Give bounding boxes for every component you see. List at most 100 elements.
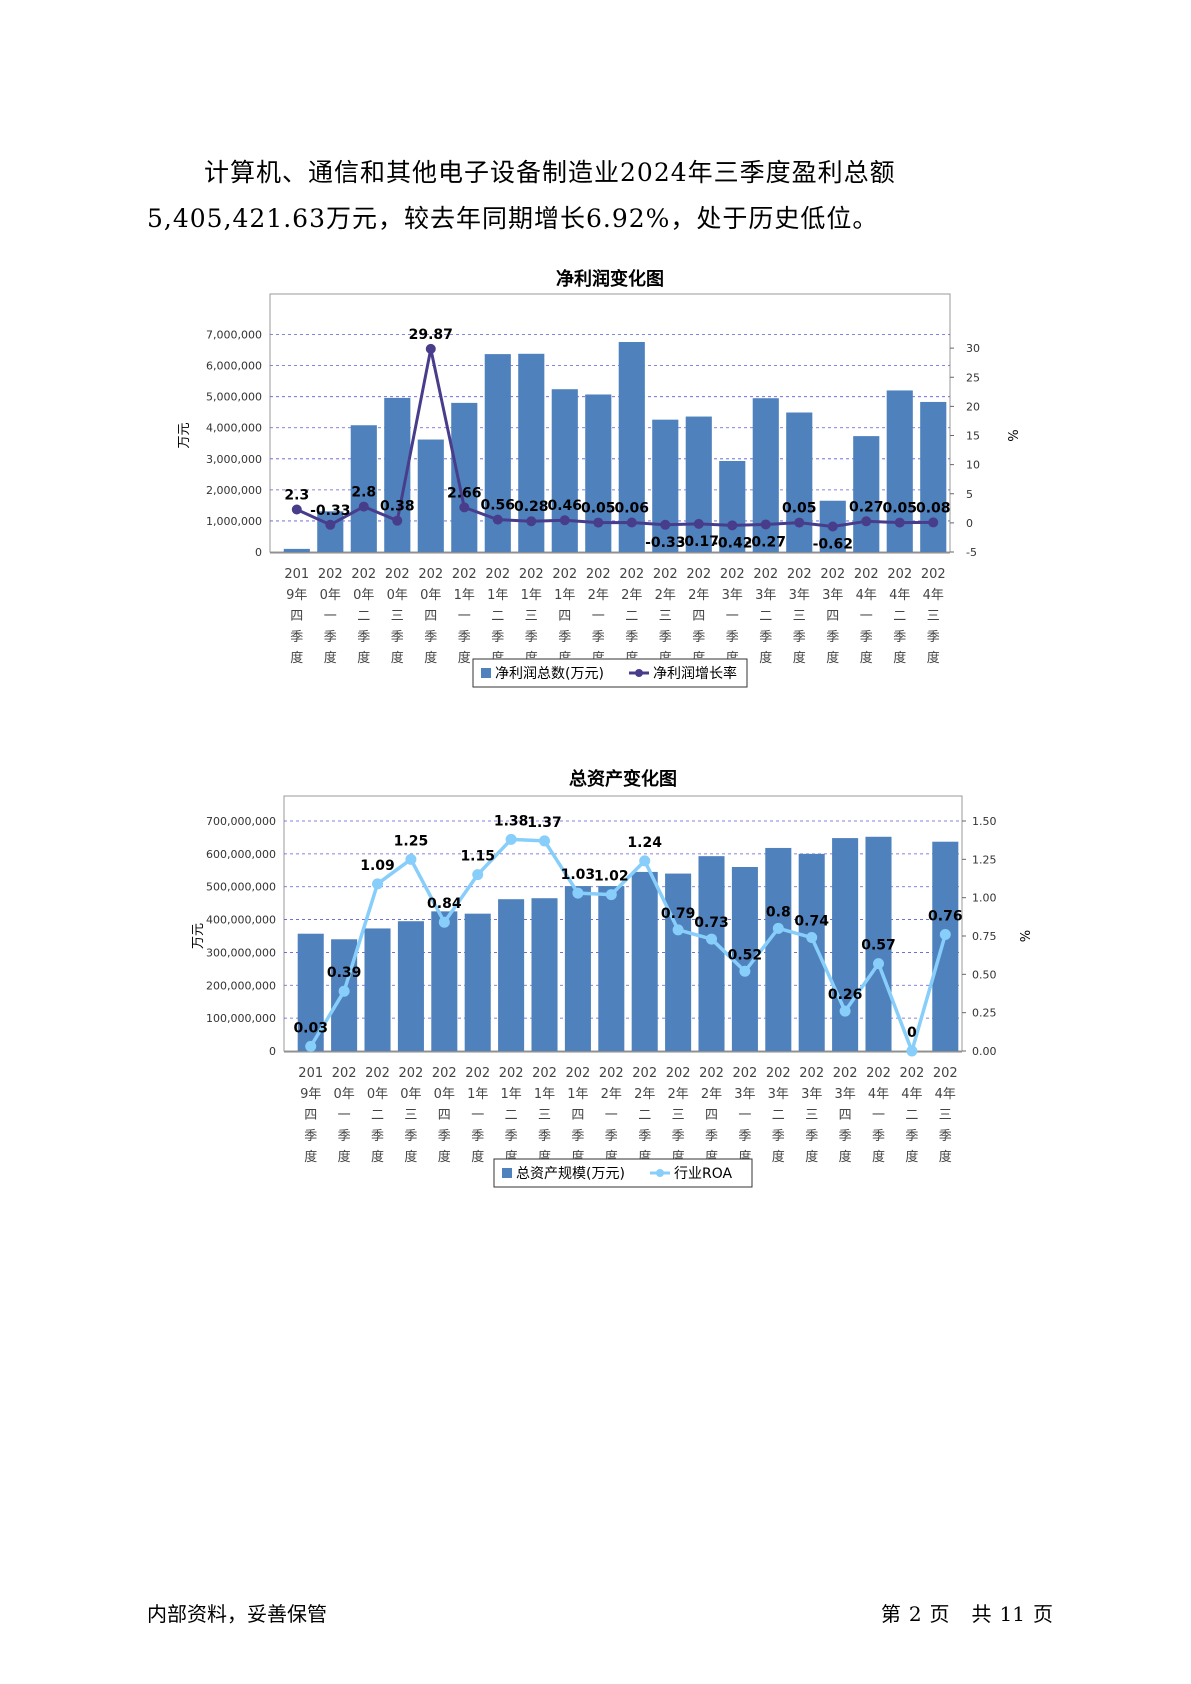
data-label: 0.57 [861,938,896,954]
x-tick-label: 202 3年四季度 [820,567,845,666]
line-point [827,521,838,532]
bar [618,341,645,552]
data-label: 1.15 [460,849,495,865]
y-tick-label: 2,000,000 [206,484,262,497]
bar [665,873,692,1051]
data-label: 2.8 [351,485,376,501]
y2-tick-label: 20 [966,400,980,413]
line-point [739,965,751,977]
data-label: -0.17 [679,534,719,550]
bar [598,886,625,1051]
bar [932,841,959,1051]
y2-tick-label: 0.75 [972,930,997,943]
data-label: 0.46 [548,498,583,514]
line-point [425,343,436,354]
line-point [639,855,651,867]
data-label: 0.8 [766,904,791,920]
line-point [459,502,470,513]
data-label: 0.08 [916,500,951,516]
data-label: -0.62 [813,536,853,552]
data-label: 0.05 [581,501,616,517]
series-line [309,837,947,1053]
bar [685,416,712,552]
bar [920,401,947,552]
data-label: 0.79 [661,906,696,922]
legend-line-label: 行业ROA [674,1166,733,1182]
line-point [505,833,517,845]
footer-page-info: 第 2 页共 11 页 [873,1598,1053,1627]
y-tick-label: 200,000,000 [206,979,276,992]
x-tick-label: 202 3年二季度 [753,567,778,666]
total-pages: 11 [999,1602,1025,1626]
data-label: 1.09 [360,858,395,874]
y2-tick-label: 1.00 [972,892,997,905]
data-label: 1.38 [494,813,529,829]
page-prefix: 第 [880,1602,901,1626]
legend-bar-label: 净利润总数(万元) [495,666,604,682]
page-unit: 页 [929,1602,950,1626]
bar [865,836,892,1051]
line-point [593,517,604,528]
y2-tick-label: 0.50 [972,968,997,981]
x-tick-label: 202 0年一季度 [332,1066,357,1165]
x-tick-label: 202 3年二季度 [766,1066,791,1165]
data-label: 0.03 [293,1020,328,1036]
bar [397,921,424,1051]
y-tick-label: 7,000,000 [206,329,262,342]
line-point [939,928,951,940]
y-axis-title: 万元 [191,923,206,949]
line-point [572,887,584,899]
x-tick-label: 202 4年二季度 [887,567,912,666]
line-point [358,501,369,512]
y-tick-label: 0 [269,1045,276,1058]
data-label: 1.24 [627,835,662,851]
x-tick-label: 202 4年一季度 [866,1066,891,1165]
line-point [372,878,384,890]
bar [719,460,746,552]
data-label: 0.26 [828,987,863,1003]
y2-tick-label: 5 [966,488,973,501]
bar [431,911,458,1051]
data-label: 0.39 [327,965,362,981]
y2-tick-label: 15 [966,430,980,443]
line-point [772,922,784,934]
line-point [405,853,417,865]
line-point [526,516,537,527]
footer-confidential: 内部资料，妥善保管 [147,1602,327,1626]
bar [283,548,310,552]
x-tick-label: 202 1年一季度 [452,567,477,666]
y2-tick-label: 0 [966,517,973,530]
bar [786,412,813,552]
data-label: 1.25 [394,833,429,849]
y-tick-label: 700,000,000 [206,815,276,828]
legend-line-marker [656,1169,664,1177]
y2-tick-label: 1.25 [972,853,997,866]
line-point [338,985,350,997]
line-point [472,869,484,881]
bar [417,439,444,552]
bar [451,402,478,552]
line-point [806,932,818,944]
x-tick-label: 202 1年一季度 [465,1066,490,1165]
bar [464,913,491,1051]
line-point [760,519,771,530]
x-tick-label: 202 4年三季度 [933,1066,958,1165]
y-tick-label: 100,000,000 [206,1012,276,1025]
line-point [438,916,450,928]
line-point [305,1040,317,1052]
x-tick-label: 202 0年三季度 [385,567,410,666]
line-point [873,958,885,970]
line-point [291,504,302,515]
page-number: 2 [908,1602,922,1626]
data-label: 0.73 [694,915,729,931]
x-tick-label: 201 9年四季度 [284,567,309,666]
data-label: 1.02 [594,869,629,885]
total-assets-chart: 总资产变化图 0 100,000,000 200,000,000 300,000,000… [0,765,1191,1215]
line-point [906,1045,918,1057]
y2-axis-title: % [1016,930,1031,942]
series-line [296,347,934,528]
chart-title: 总资产变化图 [569,768,677,790]
line-point [492,514,503,525]
